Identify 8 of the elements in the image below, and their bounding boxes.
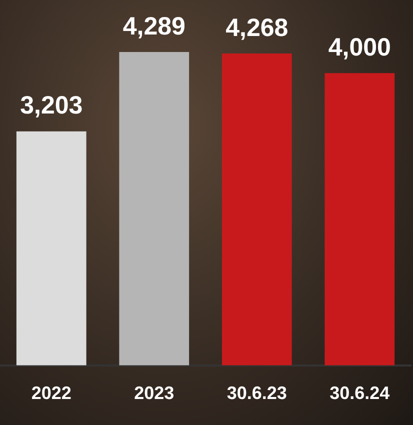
x-tick-label: 30.6.23 <box>226 383 287 404</box>
data-label: 3,203 <box>20 92 83 120</box>
x-tick-label: 2023 <box>134 383 174 404</box>
x-tick-label: 2022 <box>31 383 72 404</box>
data-label: 4,289 <box>122 12 186 40</box>
x-tick-label: 30.6.24 <box>330 383 390 404</box>
data-label: 4,268 <box>226 14 288 42</box>
data-label: 4,000 <box>328 33 391 62</box>
